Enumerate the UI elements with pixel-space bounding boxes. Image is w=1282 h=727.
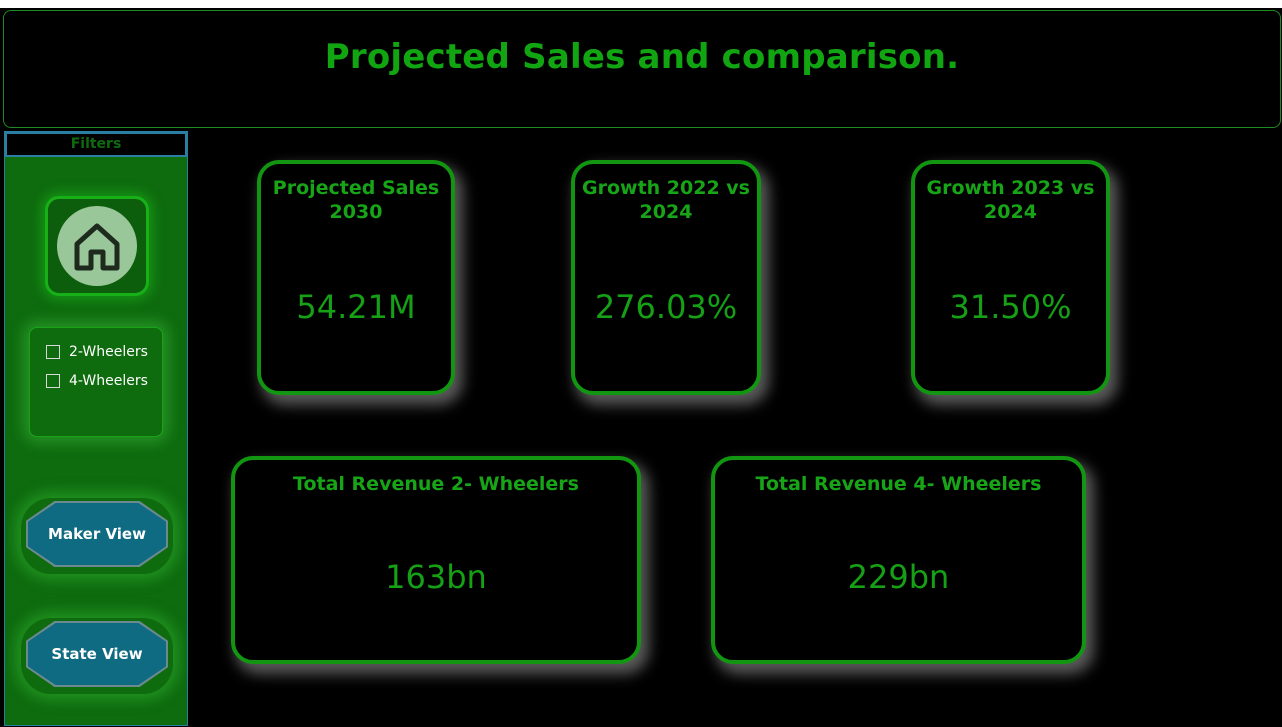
header-banner: Projected Sales and comparison. — [3, 10, 1281, 128]
card-label: Growth 2023 vs 2024 — [926, 177, 1095, 223]
checkbox-4-wheelers[interactable] — [46, 374, 60, 388]
card-value: 54.21M — [296, 288, 416, 326]
card-revenue-4-wheelers: Total Revenue 4- Wheelers 229bn — [711, 456, 1086, 664]
slicer-option-label: 4-Wheelers — [69, 373, 148, 389]
sidebar: Filters 2-Wheelers 4-Wheelers Maker View… — [4, 131, 188, 726]
card-label: Growth 2022 vs 2024 — [582, 177, 750, 223]
vehicle-type-slicer: 2-Wheelers 4-Wheelers — [29, 327, 163, 437]
card-label: Projected Sales 2030 — [272, 177, 440, 223]
card-value: 31.50% — [949, 288, 1072, 326]
checkbox-2-wheelers[interactable] — [46, 345, 60, 359]
home-icon-circle — [57, 206, 137, 286]
card-value: 163bn — [385, 558, 487, 596]
card-label: Total Revenue 4- Wheelers — [755, 473, 1042, 495]
home-icon — [74, 223, 120, 271]
slicer-option-4-wheelers[interactable]: 4-Wheelers — [46, 371, 148, 391]
card-revenue-2-wheelers: Total Revenue 2- Wheelers 163bn — [231, 456, 641, 664]
filters-label: Filters — [5, 132, 187, 157]
state-view-button[interactable]: State View — [28, 623, 166, 685]
card-growth-2022: Growth 2022 vs 2024 276.03% — [571, 160, 761, 395]
card-value: 276.03% — [594, 288, 738, 326]
slicer-option-2-wheelers[interactable]: 2-Wheelers — [46, 342, 148, 362]
card-value: 229bn — [847, 558, 950, 596]
slicer-option-label: 2-Wheelers — [69, 344, 148, 360]
maker-view-button[interactable]: Maker View — [28, 503, 166, 565]
card-projected-sales: Projected Sales 2030 54.21M — [257, 160, 455, 395]
home-button[interactable] — [45, 196, 149, 296]
card-label: Total Revenue 2- Wheelers — [293, 473, 579, 495]
card-growth-2023: Growth 2023 vs 2024 31.50% — [911, 160, 1110, 395]
page-title: Projected Sales and comparison. — [324, 37, 960, 77]
